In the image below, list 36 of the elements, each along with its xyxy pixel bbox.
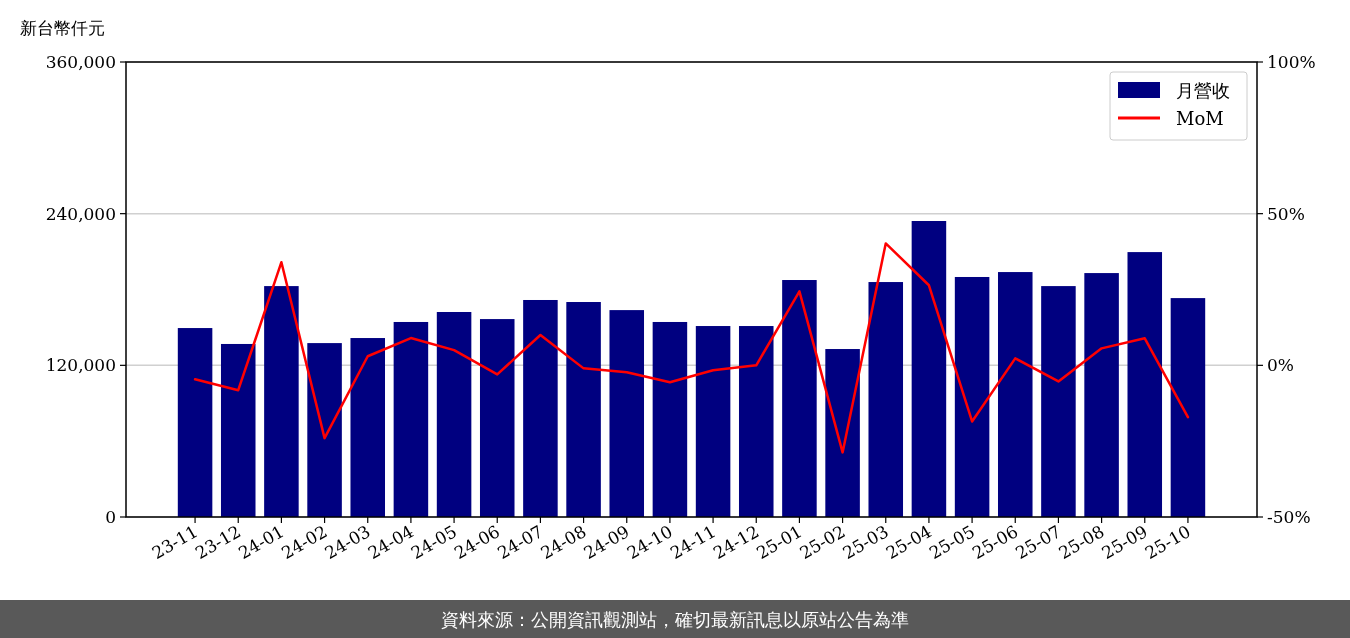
y-tick-label: 240,000 <box>45 203 116 224</box>
bar <box>609 310 645 517</box>
bar <box>307 343 342 517</box>
y-tick-label: 120,000 <box>45 355 116 376</box>
bar <box>523 299 558 517</box>
y2-tick-label: 0% <box>1267 355 1294 376</box>
y-axis-title: 新台幣仟元 <box>20 18 105 38</box>
bar <box>695 326 731 517</box>
y-tick-label: 360,000 <box>45 52 116 72</box>
bar <box>350 338 386 517</box>
bar <box>868 282 904 517</box>
y2-tick-label: 100% <box>1267 52 1316 72</box>
y-tick-label: 0 <box>105 507 116 527</box>
bar <box>220 343 256 517</box>
bar <box>738 326 774 517</box>
legend-label: 月營收 <box>1176 80 1230 101</box>
bar <box>911 221 947 517</box>
bar <box>997 272 1033 517</box>
bar <box>436 312 472 517</box>
bar <box>652 321 688 517</box>
bar <box>954 276 990 517</box>
bar <box>1127 252 1163 517</box>
bar <box>825 349 860 517</box>
bar <box>1084 273 1119 517</box>
legend-label: MoM <box>1176 108 1224 129</box>
bar <box>177 328 213 517</box>
bar <box>1170 298 1206 517</box>
bar <box>566 302 601 517</box>
bar <box>393 321 429 517</box>
bar <box>264 286 299 517</box>
y2-tick-label: 50% <box>1267 203 1305 224</box>
bar <box>782 280 817 517</box>
source-note: 資料來源：公開資訊觀測站，確切最新訊息以原站公告為準 <box>441 609 909 630</box>
bar <box>479 319 515 517</box>
y2-tick-label: -50% <box>1267 507 1311 527</box>
bar <box>1041 286 1076 517</box>
